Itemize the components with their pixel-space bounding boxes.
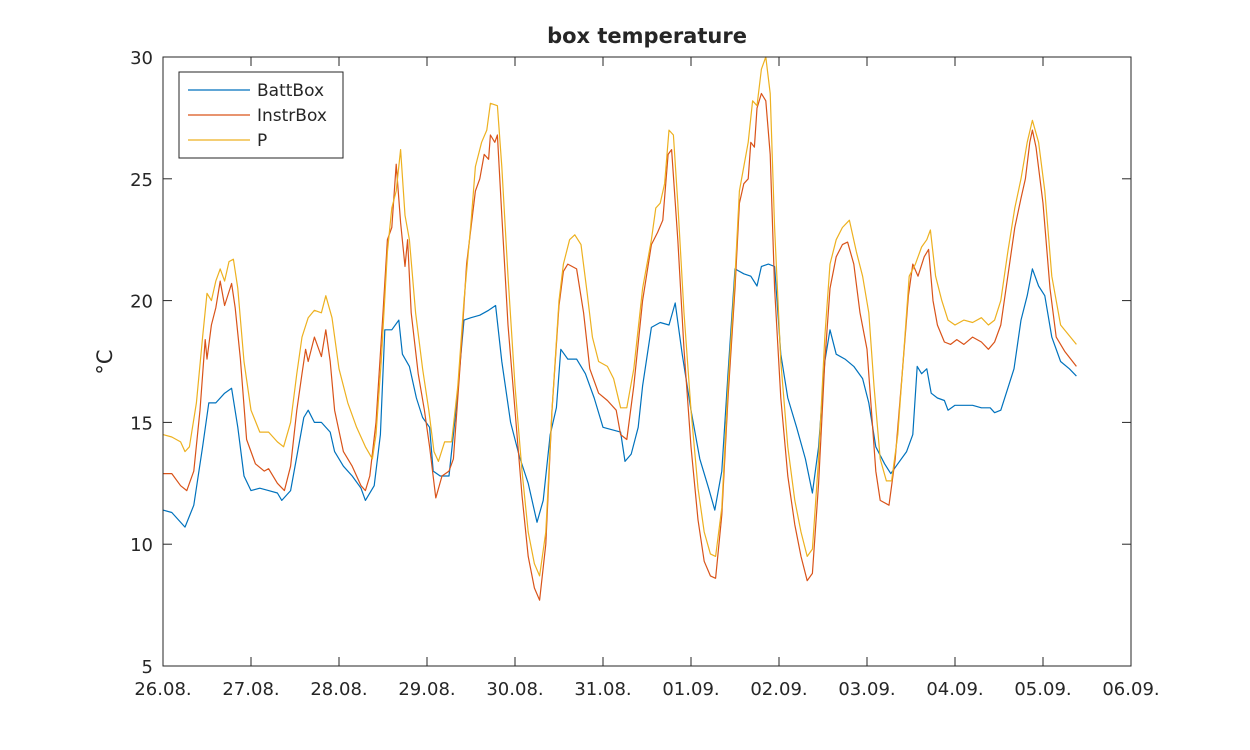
legend-label: P: [257, 131, 267, 151]
y-tick-label: 30: [130, 48, 153, 69]
y-tick-label: 25: [130, 170, 153, 191]
series-line-instrbox: [163, 92, 1077, 601]
axis-ticks: 26.08. 27.08. 28.08. 29.08. 30.08. 31.08. 01.0…: [130, 48, 1160, 700]
x-tick-label: 04.09.: [926, 679, 983, 700]
y-tick-label: 5: [142, 657, 153, 678]
x-tick-label: 05.09.: [1014, 679, 1071, 700]
plot-frame: [162, 56, 1132, 667]
x-tick-label: 02.09.: [750, 679, 807, 700]
x-tick-label: 27.08.: [222, 679, 279, 700]
y-tick-label: 20: [130, 292, 153, 313]
x-tick-label: 28.08.: [310, 679, 367, 700]
series-line-battbox: [162, 263, 1077, 528]
legend-label: InstrBox: [257, 106, 327, 126]
x-tick-label: 03.09.: [838, 679, 895, 700]
plot-lines: [162, 56, 1077, 601]
x-tick-label: 26.08.: [134, 679, 191, 700]
legend: BattBox InstrBox P: [178, 71, 344, 159]
y-tick-label: 10: [130, 535, 153, 556]
x-tick-label: 30.08.: [486, 679, 543, 700]
y-tick-label: 15: [130, 413, 153, 434]
legend-label: BattBox: [257, 81, 324, 101]
chart-title: box temperature: [547, 24, 747, 48]
x-tick-label: 01.09.: [662, 679, 719, 700]
x-tick-label: 06.09.: [1102, 679, 1159, 700]
y-axis-label: °C: [93, 349, 117, 374]
x-tick-label: 29.08.: [398, 679, 455, 700]
series-line-p: [162, 56, 1077, 577]
x-tick-label: 31.08.: [574, 679, 631, 700]
